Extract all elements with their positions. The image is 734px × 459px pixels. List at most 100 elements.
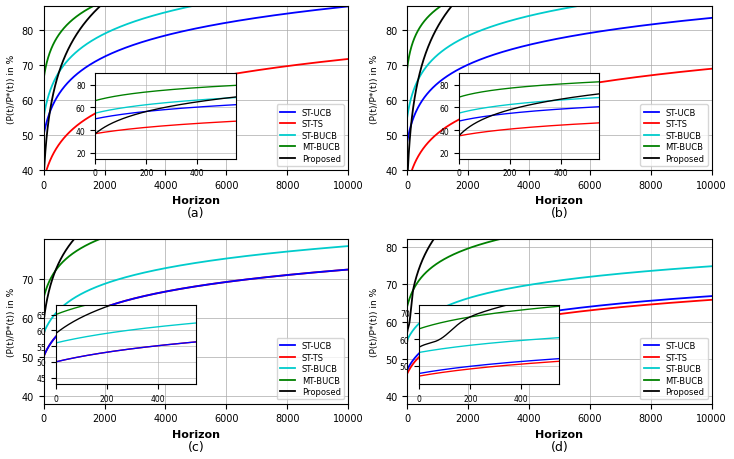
- Line: ST-TS: ST-TS: [407, 70, 712, 188]
- Line: ST-TS: ST-TS: [407, 300, 712, 374]
- Proposed: [708, 132, 716, 137]
- MT-BUCB: [403, 67, 412, 73]
- ST-TS: [344, 57, 352, 62]
- ST-UCB: [404, 364, 413, 370]
- Y-axis label: (P(t)/P*(t)) in %: (P(t)/P*(t)) in %: [7, 287, 16, 356]
- ST-BUCB: [526, 282, 535, 288]
- ST-BUCB: [41, 327, 50, 333]
- ST-BUCB: [535, 11, 544, 17]
- ST-TS: [334, 268, 343, 274]
- Line: ST-BUCB: ST-BUCB: [407, 0, 712, 118]
- ST-BUCB: [334, 245, 343, 250]
- ST-TS: [526, 316, 535, 321]
- MT-BUCB: [404, 56, 413, 62]
- MT-BUCB: [41, 290, 50, 296]
- Line: ST-UCB: ST-UCB: [43, 7, 348, 136]
- ST-UCB: [697, 294, 706, 300]
- MT-BUCB: [708, 209, 716, 215]
- Legend: ST-UCB, ST-TS, ST-BUCB, MT-BUCB, Proposed: ST-UCB, ST-TS, ST-BUCB, MT-BUCB, Propose…: [277, 105, 344, 167]
- ST-TS: [535, 91, 544, 97]
- ST-UCB: [272, 274, 281, 279]
- ST-UCB: [334, 268, 343, 274]
- ST-BUCB: [708, 264, 716, 269]
- Line: ST-UCB: ST-UCB: [407, 297, 712, 370]
- Line: Proposed: Proposed: [43, 148, 348, 322]
- Text: (a): (a): [187, 207, 205, 220]
- MT-BUCB: [403, 304, 412, 310]
- Proposed: [272, 157, 281, 162]
- X-axis label: Horizon: Horizon: [172, 429, 220, 439]
- Line: Proposed: Proposed: [407, 134, 712, 333]
- ST-UCB: [697, 17, 706, 22]
- ST-UCB: [403, 368, 412, 373]
- ST-TS: [403, 185, 412, 191]
- Proposed: [334, 147, 343, 152]
- ST-UCB: [526, 43, 535, 48]
- Text: (d): (d): [550, 440, 568, 453]
- ST-BUCB: [272, 250, 281, 256]
- ST-TS: [272, 66, 281, 71]
- MT-BUCB: [334, 197, 343, 202]
- ST-BUCB: [172, 8, 181, 13]
- ST-BUCB: [163, 10, 172, 16]
- ST-UCB: [163, 33, 172, 39]
- ST-TS: [163, 289, 172, 294]
- ST-TS: [526, 93, 535, 99]
- ST-BUCB: [172, 264, 181, 269]
- MT-BUCB: [39, 78, 48, 83]
- Proposed: [39, 319, 48, 325]
- ST-BUCB: [403, 116, 412, 121]
- ST-TS: [636, 303, 645, 308]
- Proposed: [344, 146, 352, 151]
- ST-UCB: [334, 6, 343, 11]
- ST-TS: [697, 68, 706, 73]
- ST-BUCB: [334, 245, 343, 250]
- ST-TS: [334, 268, 343, 274]
- ST-TS: [403, 371, 412, 377]
- ST-TS: [697, 298, 706, 303]
- ST-UCB: [172, 31, 181, 37]
- MT-BUCB: [697, 210, 706, 215]
- Y-axis label: (P(t)/P*(t)) in %: (P(t)/P*(t)) in %: [371, 287, 379, 356]
- ST-UCB: [403, 140, 412, 146]
- MT-BUCB: [41, 68, 50, 73]
- ST-TS: [41, 351, 50, 356]
- MT-BUCB: [272, 203, 281, 208]
- MT-BUCB: [697, 210, 706, 215]
- ST-UCB: [41, 351, 50, 356]
- MT-BUCB: [404, 299, 413, 304]
- Proposed: [403, 330, 412, 336]
- Line: ST-BUCB: ST-BUCB: [407, 267, 712, 341]
- ST-TS: [272, 274, 281, 279]
- Legend: ST-UCB, ST-TS, ST-BUCB, MT-BUCB, Proposed: ST-UCB, ST-TS, ST-BUCB, MT-BUCB, Propose…: [277, 338, 344, 400]
- MT-BUCB: [636, 215, 645, 221]
- ST-TS: [636, 75, 645, 80]
- ST-UCB: [41, 126, 50, 131]
- ST-TS: [708, 297, 716, 303]
- ST-BUCB: [526, 14, 535, 19]
- ST-TS: [344, 267, 352, 273]
- Proposed: [404, 324, 413, 329]
- Y-axis label: (P(t)/P*(t)) in %: (P(t)/P*(t)) in %: [7, 54, 16, 123]
- MT-BUCB: [535, 229, 544, 234]
- ST-TS: [535, 314, 544, 320]
- Proposed: [41, 152, 50, 157]
- ST-UCB: [636, 24, 645, 29]
- Line: MT-BUCB: MT-BUCB: [407, 0, 712, 70]
- Line: ST-UCB: ST-UCB: [407, 19, 712, 143]
- Text: (c): (c): [187, 440, 204, 453]
- ST-UCB: [39, 133, 48, 139]
- ST-TS: [163, 85, 172, 91]
- ST-TS: [39, 354, 48, 360]
- ST-TS: [334, 58, 343, 64]
- Line: MT-BUCB: MT-BUCB: [407, 212, 712, 307]
- MT-BUCB: [39, 296, 48, 301]
- Proposed: [535, 169, 544, 174]
- ST-BUCB: [39, 331, 48, 336]
- ST-TS: [404, 368, 413, 374]
- ST-UCB: [334, 268, 343, 274]
- ST-TS: [697, 68, 706, 73]
- MT-BUCB: [344, 196, 352, 202]
- Proposed: [526, 172, 535, 178]
- Proposed: [697, 133, 706, 139]
